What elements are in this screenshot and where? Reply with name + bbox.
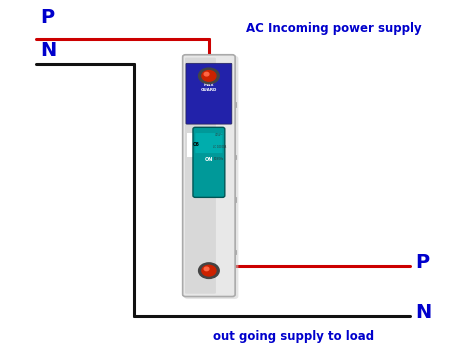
Circle shape (204, 267, 209, 271)
Circle shape (204, 72, 209, 76)
Text: N: N (415, 303, 431, 322)
Bar (231, 249, 236, 254)
Text: out going supply to load: out going supply to load (213, 330, 374, 343)
Text: P: P (415, 253, 429, 272)
Text: ON: ON (205, 157, 213, 161)
Text: 50/60Hz: 50/60Hz (214, 157, 224, 161)
Circle shape (199, 263, 219, 278)
FancyBboxPatch shape (182, 55, 235, 296)
Circle shape (202, 70, 216, 81)
FancyBboxPatch shape (186, 63, 232, 124)
Text: AC Incoming power supply: AC Incoming power supply (246, 22, 422, 35)
FancyBboxPatch shape (193, 127, 225, 197)
Bar (187, 133, 208, 157)
Circle shape (202, 265, 216, 276)
Text: C6: C6 (192, 142, 199, 147)
FancyBboxPatch shape (185, 58, 216, 294)
FancyBboxPatch shape (184, 56, 238, 299)
Text: MAX
GUARD: MAX GUARD (201, 83, 217, 92)
Bar (182, 249, 186, 254)
Text: 415V~: 415V~ (215, 133, 224, 137)
Circle shape (199, 68, 219, 84)
FancyBboxPatch shape (195, 133, 222, 153)
Bar (231, 197, 236, 201)
Bar (182, 155, 186, 159)
Text: LC 10000A: LC 10000A (212, 145, 226, 149)
Bar (231, 102, 236, 106)
Text: P: P (40, 8, 55, 27)
Bar (182, 197, 186, 201)
Text: N: N (40, 42, 56, 60)
Bar (182, 102, 186, 106)
Bar (231, 155, 236, 159)
